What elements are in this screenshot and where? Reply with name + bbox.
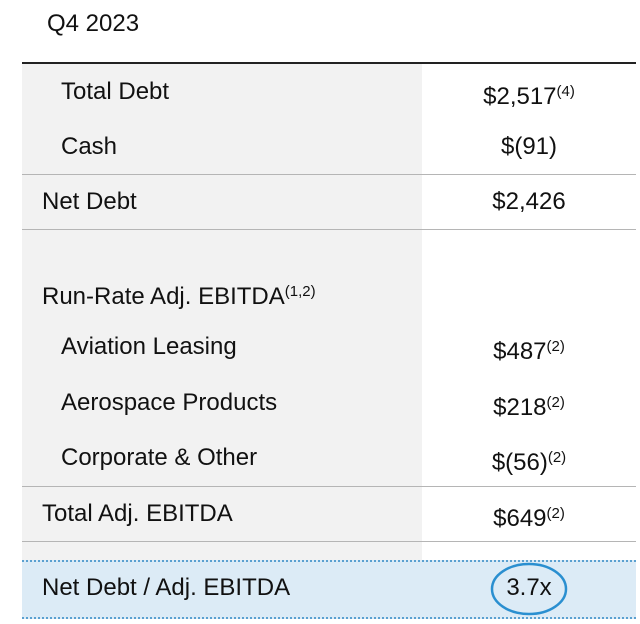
row-label: Aerospace Products — [61, 388, 277, 418]
highlight-row — [22, 560, 636, 619]
value-text: $218 — [493, 394, 547, 421]
label-text: Aviation Leasing — [61, 333, 237, 360]
label-text: Net Debt — [42, 188, 137, 215]
label-text: Cash — [61, 133, 118, 160]
row-rule — [22, 486, 636, 487]
value-text: $487 — [493, 338, 547, 365]
row-rule — [22, 229, 636, 230]
row-label: Net Debt — [42, 187, 137, 217]
row-rule — [22, 541, 636, 542]
value-text: $2,517 — [483, 83, 557, 110]
highlight-circle — [490, 562, 568, 616]
footnote: (4) — [556, 83, 575, 100]
footnote: (2) — [546, 394, 565, 411]
value-text: $2,426 — [492, 188, 566, 215]
footnote: (2) — [547, 449, 567, 466]
row-value: $487(2) — [429, 332, 629, 367]
row-value: $649(2) — [429, 499, 629, 534]
row-value: $218(2) — [429, 388, 629, 423]
row-value: 3.7x — [429, 573, 629, 603]
footnote: (1,2) — [284, 283, 316, 300]
row-label: Net Debt / Adj. EBITDA — [42, 573, 290, 603]
label-text: Run-Rate Adj. EBITDA — [42, 283, 285, 310]
header-title: Q4 2023 — [47, 10, 140, 37]
label-text: Total Debt — [61, 78, 170, 105]
label-text: Total Adj. EBITDA — [42, 500, 233, 527]
row-label: Run-Rate Adj. EBITDA(1,2) — [42, 277, 316, 312]
label-text: Corporate & Other — [61, 444, 258, 471]
row-label: Aviation Leasing — [61, 332, 237, 362]
row-value: $2,426 — [429, 187, 629, 217]
label-column-bg — [22, 63, 422, 616]
value-text: 3.7x — [506, 574, 552, 601]
row-label: Total Debt — [61, 77, 169, 107]
row-value: $(91) — [429, 132, 629, 162]
value-text: $649 — [493, 505, 547, 532]
row-rule — [22, 174, 636, 175]
row-label: Cash — [61, 132, 117, 162]
value-text: $(56) — [491, 449, 548, 476]
footnote: (2) — [546, 338, 565, 355]
row-value: $(56)(2) — [429, 443, 629, 478]
row-label: Corporate & Other — [61, 443, 257, 473]
row-label: Total Adj. EBITDA — [42, 499, 233, 529]
label-text: Aerospace Products — [61, 389, 278, 416]
row-value: $2,517(4) — [429, 77, 629, 112]
value-text: $(91) — [500, 133, 558, 160]
label-text: Net Debt / Adj. EBITDA — [42, 574, 291, 601]
top-rule — [22, 62, 636, 64]
footnote: (2) — [546, 505, 565, 522]
